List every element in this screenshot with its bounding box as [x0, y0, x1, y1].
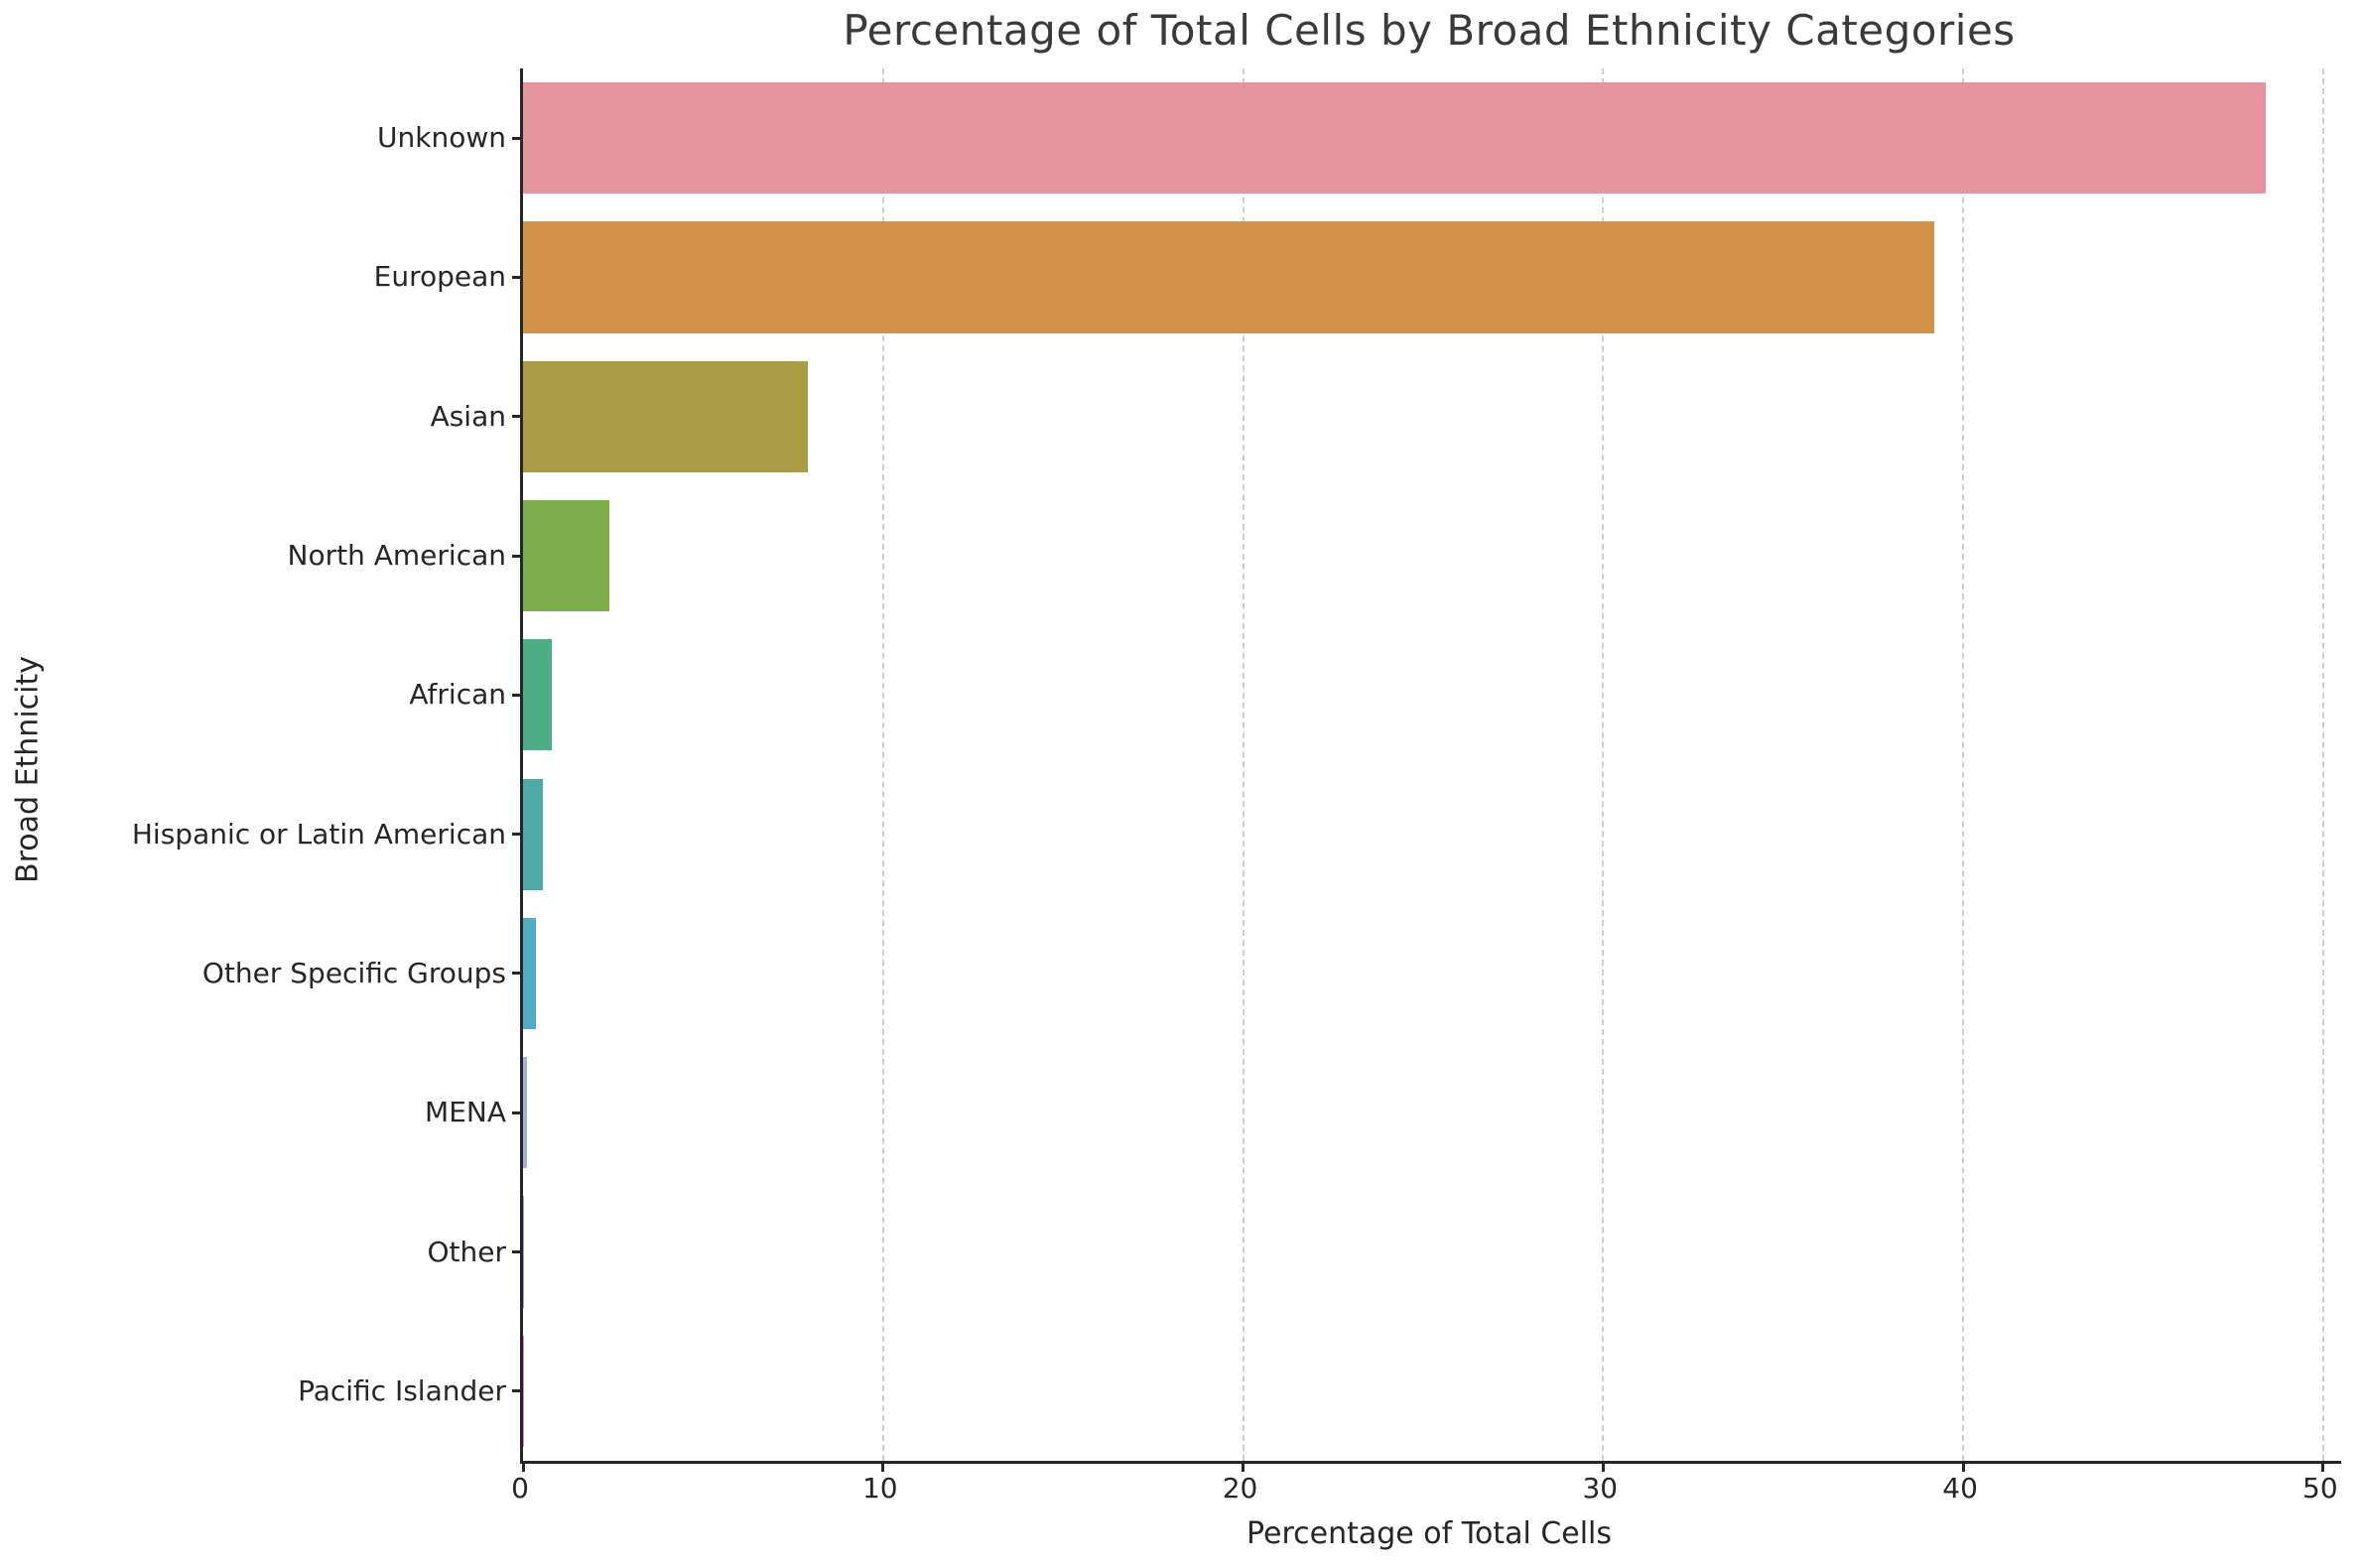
y-tick-label-hispanic-or-latin-american: Hispanic or Latin American	[131, 817, 506, 850]
x-tick	[521, 1464, 525, 1472]
bar-unknown	[523, 82, 2266, 195]
x-tick-label-10: 10	[861, 1472, 898, 1504]
bar-asian	[523, 360, 808, 472]
bar-north-american	[523, 499, 610, 612]
x-tick	[1601, 1464, 1605, 1472]
y-tick-label-other: Other	[427, 1235, 506, 1268]
plot-area	[512, 68, 2341, 1472]
x-tick	[1242, 1464, 1246, 1472]
x-tick-label-50: 50	[2302, 1472, 2338, 1504]
x-tick	[2321, 1464, 2325, 1472]
chart-title: Percentage of Total Cells by Broad Ethni…	[843, 6, 2016, 55]
y-tick	[512, 1389, 520, 1393]
bar-other	[523, 1196, 524, 1308]
x-tick-label-20: 20	[1222, 1472, 1258, 1504]
gridline-30	[1602, 68, 1605, 1461]
y-tick	[512, 415, 520, 419]
x-tick-label-30: 30	[1582, 1472, 1619, 1504]
bar-other-specific-groups	[523, 917, 536, 1030]
y-axis-label: Broad Ethnicity	[10, 656, 46, 883]
x-tick	[881, 1464, 885, 1472]
y-tick	[512, 972, 520, 976]
y-tick-label-asian: Asian	[430, 399, 506, 433]
bar-mena	[523, 1057, 527, 1169]
y-tick-label-african: African	[409, 678, 506, 712]
y-tick	[512, 136, 520, 140]
y-tick-label-mena: MENA	[425, 1096, 506, 1129]
x-axis-label: Percentage of Total Cells	[1246, 1516, 1613, 1551]
x-tick	[1961, 1464, 1965, 1472]
bar-african	[523, 639, 553, 751]
y-tick-label-european: European	[373, 260, 506, 294]
bar-hispanic-or-latin-american	[523, 778, 543, 890]
y-tick-label-north-american: North American	[287, 539, 506, 573]
y-tick-label-other-specific-groups: Other Specific Groups	[201, 956, 506, 989]
gridline-40	[1962, 68, 1965, 1461]
y-tick	[512, 693, 520, 697]
y-tick	[512, 1250, 520, 1254]
x-tick-label-0: 0	[511, 1472, 529, 1504]
y-tick-label-unknown: Unknown	[377, 121, 506, 155]
y-tick	[512, 833, 520, 837]
y-tick	[512, 554, 520, 558]
bar-european	[523, 221, 1935, 333]
y-tick	[512, 275, 520, 279]
y-tick	[512, 1111, 520, 1114]
y-tick-label-pacific-islander: Pacific Islander	[298, 1373, 506, 1407]
x-tick-label-40: 40	[1942, 1472, 1978, 1504]
gridline-20	[1242, 68, 1245, 1461]
gridline-50	[2321, 68, 2324, 1461]
gridline-10	[881, 68, 884, 1461]
